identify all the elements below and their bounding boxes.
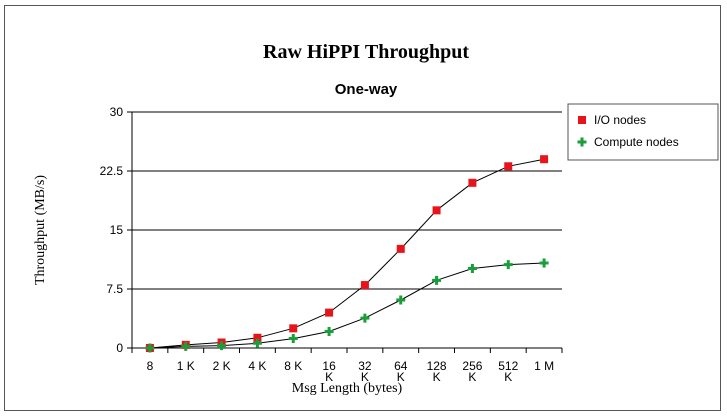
series-1-point-0 [145,343,155,353]
legend: I/O nodes Compute nodes [567,103,719,161]
x-tick-label-7-0: 64 [394,359,408,373]
gridlines [127,111,563,353]
series-0-point-5 [325,308,334,317]
series-0-point-4 [289,324,298,333]
series-1-point-6 [360,313,370,323]
x-tick-label-6-1: K [361,370,369,384]
series-markers [145,155,549,353]
x-tick-label-2-0: 2 K [213,359,231,373]
series-1-point-2 [217,341,227,351]
x-axis-label: Msg Length (bytes) [292,381,403,396]
series-0-point-9 [468,178,477,187]
x-tick-label-10-0: 512 [498,359,518,373]
x-tick-label-1-0: 1 K [177,359,195,373]
series-0-point-8 [432,206,441,215]
x-tick-label-9-0: 256 [462,359,482,373]
series-0-point-6 [360,281,369,290]
x-tick-label-6-0: 32 [358,359,372,373]
legend-box [567,103,719,161]
x-tick-label-5-1: K [325,370,333,384]
series-0-point-7 [396,244,405,253]
y-tick-label-1: 7.5 [106,282,123,296]
x-tick-label-8-0: 128 [427,359,447,373]
y-tick-label-2: 15 [110,223,124,237]
x-tick-label-11-0: 1 M [534,359,554,373]
y-axis-label: Throughput (MB/s) [33,175,48,285]
series-0-point-11 [540,155,549,164]
y-tick-label-0: 0 [116,341,123,355]
legend-marker-1 [577,137,587,147]
x-tick-label-10-1: K [504,370,512,384]
y-tick-label-4: 30 [110,105,124,119]
legend-marker-0 [578,116,586,124]
series-1-point-8 [432,275,442,285]
chart-subtitle: One-way [335,81,398,98]
series-1-point-7 [396,295,406,305]
series-1-point-3 [252,338,262,348]
x-tick-label-5-0: 16 [322,359,336,373]
x-tick-label-8-1: K [433,370,441,384]
series-lines [149,158,545,349]
series-1-point-5 [324,326,334,336]
series-1-point-11 [539,258,549,268]
legend-label-0: I/O nodes [594,113,646,127]
y-tick-labels: 0 7.5 15 22.5 30 [100,105,124,355]
chart-frame [4,5,721,411]
series-line-0 [149,158,545,349]
x-tick-label-0-0: 8 [147,359,154,373]
x-tick-label-4-0: 8 K [284,359,302,373]
x-tick-label-3-0: 4 K [248,359,266,373]
series-0-point-10 [504,162,513,171]
series-1-point-10 [503,260,513,270]
series-1-point-1 [181,341,191,351]
y-tick-label-3: 22.5 [100,164,124,178]
legend-label-1: Compute nodes [594,135,679,149]
x-tick-label-9-1: K [468,370,476,384]
series-1-point-9 [467,264,477,274]
x-tick-label-7-1: K [397,370,405,384]
series-1-point-4 [288,334,298,344]
series-line-1 [149,262,545,349]
series-0-point-3 [253,333,262,342]
chart-title: Raw HiPPI Throughput [263,41,469,63]
